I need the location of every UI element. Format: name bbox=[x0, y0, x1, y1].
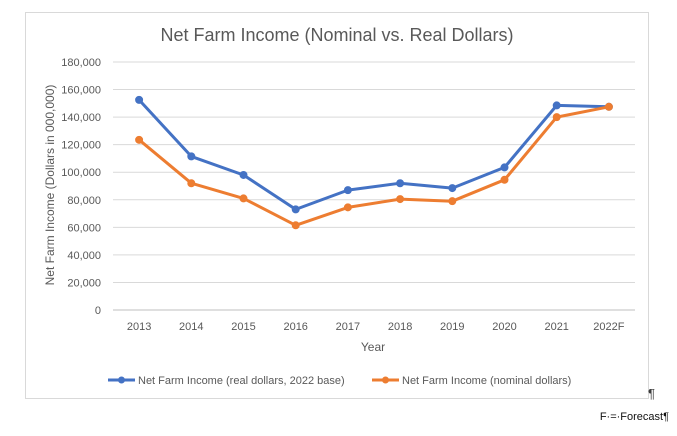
series-line-2 bbox=[137, 105, 611, 227]
data-point bbox=[187, 179, 196, 188]
x-tick-label: 2017 bbox=[336, 321, 360, 333]
data-point bbox=[552, 101, 561, 110]
chart-frame[interactable]: Net Farm Income (Nominal vs. Real Dollar… bbox=[25, 12, 649, 399]
y-tick-label: 0 bbox=[95, 305, 101, 317]
gridlines bbox=[113, 61, 635, 311]
y-tick-label: 100,000 bbox=[61, 167, 101, 179]
x-tick-label: 2015 bbox=[231, 321, 255, 333]
x-tick-label: 2020 bbox=[492, 321, 516, 333]
data-point bbox=[448, 197, 457, 206]
y-tick-label: 180,000 bbox=[61, 57, 101, 69]
data-point bbox=[396, 179, 405, 188]
x-tick-label: 2014 bbox=[179, 321, 203, 333]
data-point bbox=[552, 113, 561, 122]
series-lines bbox=[135, 95, 613, 230]
legend-label: Net Farm Income (nominal dollars) bbox=[402, 375, 571, 387]
line-chart: Net Farm Income (Nominal vs. Real Dollar… bbox=[43, 25, 635, 387]
x-tick-label: 2016 bbox=[283, 321, 307, 333]
y-tick-label: 80,000 bbox=[67, 195, 101, 207]
x-tick-label: 2021 bbox=[544, 321, 568, 333]
data-point bbox=[448, 184, 457, 193]
y-tick-label: 60,000 bbox=[67, 222, 101, 234]
legend-swatch-marker bbox=[118, 376, 125, 384]
forecast-footnote: F·=·Forecast¶ bbox=[599, 411, 669, 423]
y-tick-label: 160,000 bbox=[61, 85, 101, 97]
data-point bbox=[135, 135, 144, 144]
data-point bbox=[135, 95, 144, 104]
data-point bbox=[239, 170, 248, 179]
y-tick-label: 40,000 bbox=[67, 250, 101, 262]
data-point bbox=[343, 203, 352, 212]
data-point bbox=[239, 194, 248, 203]
data-point bbox=[291, 205, 300, 214]
x-tick-label: 2013 bbox=[127, 321, 151, 333]
y-tick-label: 120,000 bbox=[61, 140, 101, 152]
x-tick-label: 2022F bbox=[593, 321, 624, 333]
data-point bbox=[500, 175, 509, 184]
legend-swatch-marker bbox=[382, 376, 389, 384]
y-tick-label: 20,000 bbox=[67, 277, 101, 289]
x-axis-tick-labels: 2013 2014 2015 2016 2017 2018 2019 2020 2021 2022… bbox=[127, 321, 625, 333]
data-point bbox=[291, 221, 300, 230]
x-axis-title: Year bbox=[361, 340, 385, 354]
legend: Net Farm Income (real dollars, 2022 base… bbox=[108, 375, 571, 387]
data-point bbox=[500, 163, 509, 172]
y-tick-label: 140,000 bbox=[61, 112, 101, 124]
y-axis-tick-labels: 0 20,000 40,000 60,000 80,000 100,000 120,000 1… bbox=[61, 57, 101, 317]
legend-label: Net Farm Income (real dollars, 2022 base… bbox=[138, 375, 345, 387]
data-point bbox=[396, 195, 405, 204]
data-point bbox=[604, 102, 613, 111]
x-tick-label: 2019 bbox=[440, 321, 464, 333]
chart-title: Net Farm Income (Nominal vs. Real Dollar… bbox=[160, 25, 513, 45]
series-line-1 bbox=[137, 98, 611, 211]
data-point bbox=[343, 186, 352, 195]
data-point bbox=[187, 152, 196, 161]
pilcrow-mark: ¶ bbox=[648, 386, 655, 401]
x-tick-label: 2018 bbox=[388, 321, 412, 333]
y-axis-title: Net Farm Income (Dollars in 000,000) bbox=[43, 85, 57, 286]
